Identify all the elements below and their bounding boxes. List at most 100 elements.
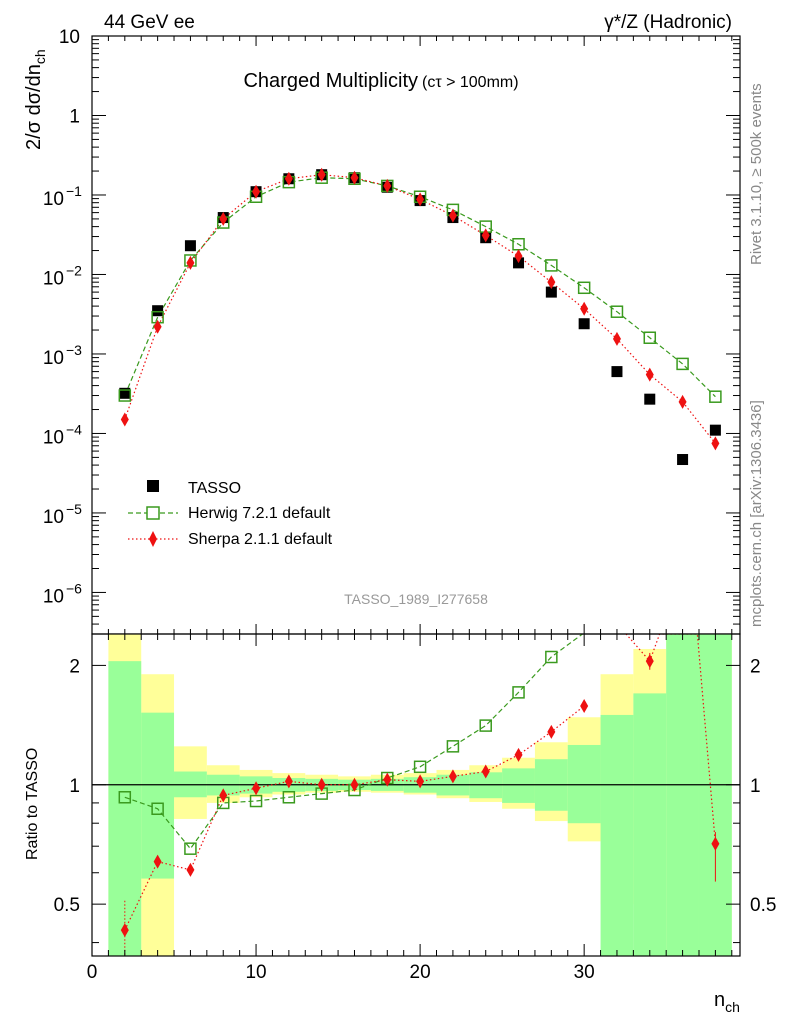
mcplots-label: mcplots.cern.ch [arXiv:1306.3436] <box>748 400 765 627</box>
ratio-1-point-1 <box>153 854 162 869</box>
sherpa-point-12 <box>514 249 523 264</box>
ratio-1-point-10 <box>448 769 457 784</box>
ratio-y-tick-label-right: 0.5 <box>750 895 776 916</box>
sherpa-point-8 <box>383 178 392 193</box>
ratio-0-point-5 <box>282 791 296 804</box>
ratio-y-axis-label: Ratio to TASSO <box>24 748 41 860</box>
sherpa-point-1 <box>153 319 162 334</box>
sherpa-point-0 <box>120 412 129 427</box>
ratio-0-point-10 <box>446 740 460 753</box>
top-y-tick-exponent: −4 <box>66 421 82 437</box>
sherpa-point-17 <box>678 394 687 409</box>
tasso-point-14 <box>578 318 590 330</box>
legend: TASSO Herwig 7.2.1 default Sherpa 2.1.1 … <box>128 480 333 548</box>
stat-band <box>108 661 142 956</box>
ratio-1-point-14 <box>580 698 589 713</box>
ratio-0-point-0 <box>118 791 132 804</box>
sherpa-point-18 <box>711 436 720 451</box>
herwig-point-0 <box>118 389 132 402</box>
ratio-1-point-0 <box>120 923 129 938</box>
legend-label-sherpa: Sherpa 2.1.1 default <box>188 531 333 548</box>
top-y-tick-exponent: −2 <box>66 262 82 278</box>
stat-band <box>600 714 634 956</box>
ratio-y-tick-label-right: 2 <box>750 656 761 677</box>
sherpa-point-15 <box>612 331 621 346</box>
top-y-tick-exponent: −3 <box>66 342 82 358</box>
ratio-plot-frame <box>91 633 741 957</box>
legend-marker-herwig <box>146 506 160 520</box>
analysis-watermark: TASSO_1989_I277658 <box>344 591 488 607</box>
ratio-1-point-12 <box>514 747 523 762</box>
x-tick-label: 10 <box>245 962 266 983</box>
ratio-y-tick-label: 1 <box>69 776 80 797</box>
sherpa-point-10 <box>448 208 457 223</box>
herwig-point-14 <box>577 281 591 295</box>
tasso-point-0 <box>119 387 131 399</box>
top-y-tick-label: 10 <box>43 586 64 607</box>
legend-label-tasso: TASSO <box>188 480 241 497</box>
tasso-point-16 <box>644 393 656 405</box>
herwig-point-17 <box>676 357 689 371</box>
top-y-tick-label: 10 <box>43 507 64 528</box>
ratio-y-tick-label-right: 1 <box>750 776 761 797</box>
x-tick-label: 20 <box>410 962 431 983</box>
sherpa-point-2 <box>186 255 195 270</box>
sherpa-point-7 <box>350 170 359 185</box>
tasso-point-17 <box>677 454 689 466</box>
ratio-2-point-2 <box>645 654 654 669</box>
sherpa-point-5 <box>284 171 293 186</box>
herwig-point-18 <box>709 390 722 403</box>
stat-band <box>698 634 732 956</box>
tasso-point-13 <box>545 286 557 298</box>
herwig-point-15 <box>610 305 624 318</box>
sherpa-point-4 <box>252 184 261 199</box>
ratio-2-point-5 <box>711 836 720 851</box>
ratio-0-point-9 <box>413 760 427 774</box>
ratio-0-point-12 <box>512 686 525 699</box>
sherpa-point-14 <box>580 301 589 316</box>
x-tick-label: 30 <box>574 962 595 983</box>
x-axis-label: nch <box>714 989 740 1015</box>
ratio-1-point-8 <box>383 772 392 787</box>
ratio-1-point-13 <box>547 724 556 739</box>
top-y-tick-label: 10 <box>43 268 64 289</box>
chart-title: Charged Multiplicity <box>243 70 418 92</box>
top-y-tick-label: 10 <box>43 427 64 448</box>
tasso-point-18 <box>709 424 721 436</box>
sherpa-point-6 <box>317 167 326 182</box>
ratio-y-tick-label: 0.5 <box>54 895 80 916</box>
stat-band <box>633 693 667 956</box>
legend-marker-tasso <box>147 480 159 492</box>
y-axis-label: 2/σ dσ/dnch <box>23 49 48 150</box>
stat-band <box>141 712 175 879</box>
sherpa-point-3 <box>219 211 228 226</box>
line-herwig <box>124 177 716 398</box>
ratio-0-point-4 <box>249 794 263 808</box>
top-y-tick-exponent: −6 <box>66 580 82 596</box>
tasso-point-2 <box>184 240 196 252</box>
line-sherpa <box>124 174 716 444</box>
herwig-point-16 <box>643 331 657 344</box>
ratio-1-point-11 <box>481 764 490 779</box>
top-y-tick-label: 1 <box>69 106 80 127</box>
ratio-1-point-2 <box>186 862 195 877</box>
top-y-tick-exponent: −5 <box>66 501 82 517</box>
x-tick-label: 0 <box>87 962 98 983</box>
sherpa-point-13 <box>547 275 556 290</box>
stat-band <box>502 768 535 803</box>
ratio-1-point-6 <box>317 777 326 792</box>
top-y-tick-label: 10 <box>43 348 64 369</box>
ratio-0-point-13 <box>545 650 558 664</box>
ratio-1-point-4 <box>252 781 261 796</box>
ratio-1-point-5 <box>284 774 293 789</box>
top-y-tick-label: 10 <box>59 27 80 48</box>
top-y-tick-label: 10 <box>43 189 64 210</box>
top-y-tick-exponent: −1 <box>66 183 82 199</box>
ratio-1-point-3 <box>219 788 228 803</box>
sherpa-point-9 <box>416 192 425 207</box>
ratio-1-point-9 <box>416 774 425 789</box>
legend-label-herwig: Herwig 7.2.1 default <box>188 505 331 522</box>
ratio-0-point-1 <box>151 802 164 816</box>
